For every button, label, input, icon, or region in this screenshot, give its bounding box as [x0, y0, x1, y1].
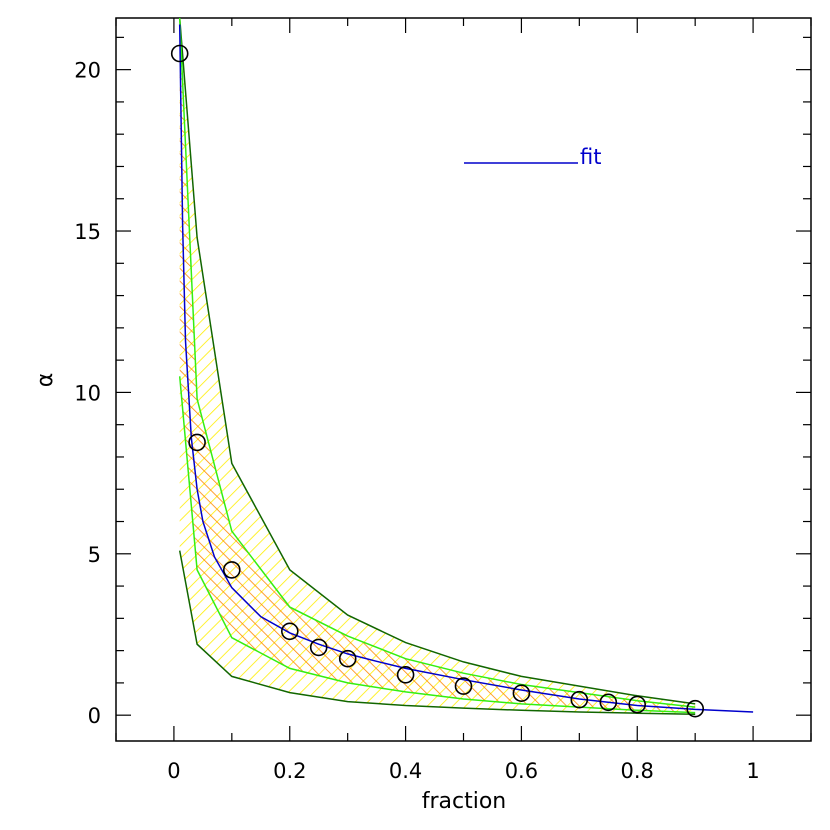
data-point	[309, 638, 328, 657]
outer-lower-edge	[178, 550, 696, 715]
outer-upper-edge	[178, 18, 696, 705]
outer-band-fill	[179, 18, 696, 715]
data-point	[686, 699, 705, 718]
y-tick-label: 0	[88, 704, 101, 728]
fit-line	[178, 24, 754, 713]
x-tick-label: 1	[746, 759, 759, 783]
x-tick-label: 0.4	[389, 759, 422, 783]
inner-band-fill	[179, 18, 696, 713]
data-point	[338, 649, 357, 668]
inner-lower-edge	[178, 376, 696, 714]
y-tick-label: 20	[74, 59, 101, 83]
data-point	[396, 665, 415, 684]
data-point	[454, 677, 473, 695]
y-tick-label: 15	[74, 220, 101, 244]
axis-ticks	[115, 18, 812, 741]
error-bands	[178, 18, 696, 715]
data-point	[170, 44, 189, 63]
x-axis-title: fraction	[422, 789, 507, 814]
x-tick-label: 0.6	[505, 759, 538, 783]
legend: fit	[464, 145, 601, 169]
legend-fit-label: fit	[580, 145, 601, 169]
data-point	[188, 433, 206, 452]
data-point	[512, 684, 531, 703]
series-layer	[170, 24, 754, 718]
x-tick-label: 0	[167, 759, 180, 783]
data-point	[280, 622, 299, 641]
data-point	[570, 690, 589, 709]
x-tick-label: 0.8	[620, 759, 653, 783]
data-point	[223, 561, 241, 579]
y-tick-label: 10	[74, 381, 101, 405]
y-axis-title: α	[33, 373, 58, 388]
x-tick-label: 0.2	[273, 759, 306, 783]
data-point	[628, 695, 647, 714]
y-tick-label: 5	[88, 543, 101, 567]
inner-upper-edge	[178, 18, 696, 708]
data-point	[599, 693, 618, 712]
